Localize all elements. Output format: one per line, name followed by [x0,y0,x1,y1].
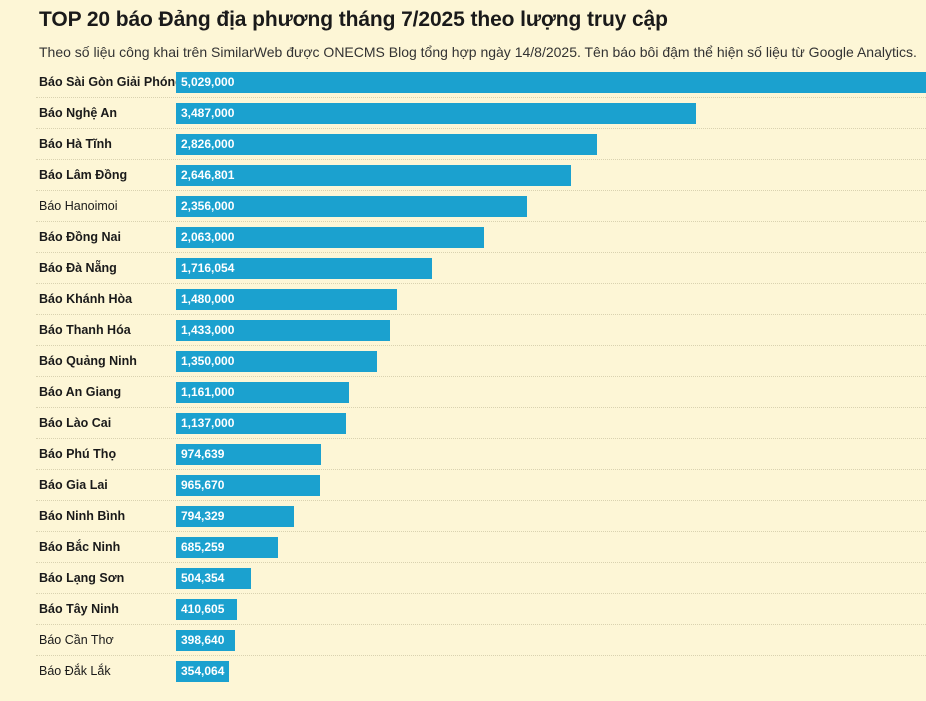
bar [176,289,397,310]
bar-row: Báo Bắc Ninh 685,259 [36,532,926,563]
bar-value-label: 965,670 [181,478,225,492]
bar-row: Báo Sài Gòn Giải Phóng 5,029,000 [36,67,926,98]
bar-value-label: 685,259 [181,540,225,554]
category-label: Báo Khánh Hòa [39,292,133,306]
bar-value-label: 1,480,000 [181,292,235,306]
category-label: Báo Sài Gòn Giải Phóng [39,75,183,89]
category-label: Báo Gia Lai [39,478,108,492]
bar-value-label: 1,433,000 [181,323,235,337]
bar-row: Báo Lào Cai 1,137,000 [36,408,926,439]
bar-value-label: 1,716,054 [181,261,235,275]
bar-value-label: 3,487,000 [181,106,235,120]
category-label: Báo Tây Ninh [39,602,119,616]
category-label: Báo Hanoimoi [39,199,118,213]
bar-value-label: 2,356,000 [181,199,235,213]
bar [176,320,390,341]
bar-value-label: 1,137,000 [181,416,235,430]
bar-value-label: 398,640 [181,633,225,647]
bar [176,72,926,93]
bar [176,599,237,620]
bar-value-label: 354,064 [181,664,225,678]
bar-value-label: 1,161,000 [181,385,235,399]
category-label: Báo Đồng Nai [39,230,121,244]
bar [176,351,377,372]
bar [176,227,484,248]
bar [176,568,251,589]
chart-title: TOP 20 báo Đảng địa phương tháng 7/2025 … [39,8,668,31]
bar [176,165,571,186]
bar-value-label: 2,063,000 [181,230,235,244]
category-label: Báo Lào Cai [39,416,112,430]
bar [176,475,320,496]
bar-value-label: 2,826,000 [181,137,235,151]
bar [176,444,321,465]
category-label: Báo Đắk Lắk [39,664,111,678]
bar [176,103,696,124]
category-label: Báo Đà Nẵng [39,261,117,275]
category-label: Báo Lạng Sơn [39,571,125,585]
bar-row: Báo Hanoimoi 2,356,000 [36,191,926,222]
bar-row: Báo Tây Ninh 410,605 [36,594,926,625]
bar-row: Báo Nghệ An 3,487,000 [36,98,926,129]
bar-value-label: 410,605 [181,602,225,616]
category-label: Báo Lâm Đồng [39,168,128,182]
bar-value-label: 504,354 [181,571,225,585]
bar-row: Báo Hà Tĩnh 2,826,000 [36,129,926,160]
category-label: Báo Thanh Hóa [39,323,131,337]
category-label: Báo Hà Tĩnh [39,137,112,151]
bar [176,196,527,217]
bar-row: Báo Cần Thơ 398,640 [36,625,926,656]
bar [176,630,235,651]
category-label: Báo An Giang [39,385,122,399]
bar-value-label: 1,350,000 [181,354,235,368]
bar-row: Báo Đồng Nai 2,063,000 [36,222,926,253]
bar [176,413,346,434]
bar-row: Báo Gia Lai 965,670 [36,470,926,501]
category-label: Báo Nghệ An [39,106,118,120]
bar-row: Báo Lâm Đồng 2,646,801 [36,160,926,191]
category-label: Báo Quảng Ninh [39,354,137,368]
bar-row: Báo An Giang 1,161,000 [36,377,926,408]
bar-value-label: 5,029,000 [181,75,235,89]
category-label: Báo Phú Thọ [39,447,117,461]
bar-row: Báo Đà Nẵng 1,716,054 [36,253,926,284]
category-label: Báo Bắc Ninh [39,540,121,554]
bar [176,537,278,558]
bar-value-label: 794,329 [181,509,225,523]
bar-row: Báo Đắk Lắk 354,064 [36,656,926,687]
bar-row: Báo Quảng Ninh 1,350,000 [36,346,926,377]
bar [176,382,349,403]
bar-value-label: 974,639 [181,447,225,461]
category-label: Báo Cần Thơ [39,633,114,647]
bar [176,506,294,527]
category-label: Báo Ninh Bình [39,509,126,523]
bar-row: Báo Lạng Sơn 504,354 [36,563,926,594]
bar-row: Báo Thanh Hóa 1,433,000 [36,315,926,346]
bar-row: Báo Ninh Bình 794,329 [36,501,926,532]
bar-row: Báo Phú Thọ 974,639 [36,439,926,470]
chart-subtitle: Theo số liệu công khai trên SimilarWeb đ… [39,44,917,60]
bar-value-label: 2,646,801 [181,168,235,182]
bar [176,134,597,155]
bar [176,258,432,279]
bar-row: Báo Khánh Hòa 1,480,000 [36,284,926,315]
bar [176,661,229,682]
